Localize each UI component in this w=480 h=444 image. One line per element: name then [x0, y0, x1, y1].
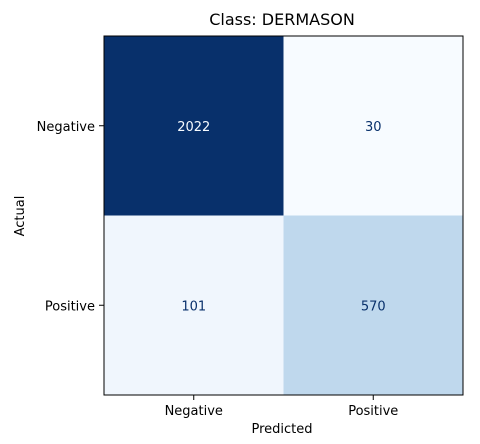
x-tick-label: Negative [165, 404, 223, 419]
heatmap-cell-2-2 [283, 215, 464, 396]
y-tick-label: Negative [37, 120, 95, 135]
heatmap-cell-2-1 [104, 215, 284, 396]
heatmap-cell-1-2 [283, 36, 464, 216]
heatmap-cell-1-1 [104, 36, 284, 216]
cell-value-label-1-2: 30 [365, 120, 382, 135]
cell-value-label-1-1: 2022 [177, 120, 210, 135]
x-axis-label: Predicted [251, 422, 312, 437]
cell-value-label-2-1: 101 [181, 299, 206, 314]
y-tick-label: Positive [45, 299, 95, 314]
axis-ticks: Negative Positive Negative Positive [37, 120, 399, 419]
chart-title: Class: DERMASON [209, 10, 355, 29]
y-axis-label: Actual [13, 196, 28, 237]
plot-frame [103, 35, 464, 396]
heatmap-cells: 2022 30 101 570 [104, 36, 464, 396]
x-tick-label: Positive [348, 404, 398, 419]
cell-value-label-2-2: 570 [361, 299, 386, 314]
